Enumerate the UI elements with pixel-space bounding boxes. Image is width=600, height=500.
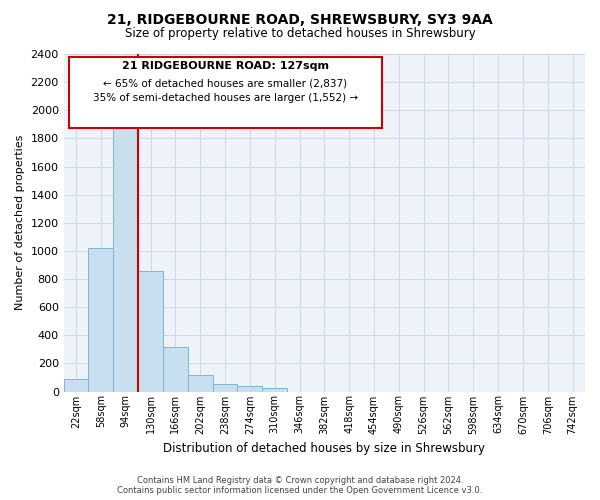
- Text: Contains HM Land Registry data © Crown copyright and database right 2024.
Contai: Contains HM Land Registry data © Crown c…: [118, 476, 482, 495]
- Bar: [163, 346, 188, 392]
- Text: Size of property relative to detached houses in Shrewsbury: Size of property relative to detached ho…: [125, 28, 475, 40]
- Bar: [188, 376, 212, 392]
- Bar: [64, 379, 88, 392]
- Bar: [212, 384, 238, 392]
- Text: 21 RIDGEBOURNE ROAD: 127sqm: 21 RIDGEBOURNE ROAD: 127sqm: [122, 62, 329, 72]
- Text: 21, RIDGEBOURNE ROAD, SHREWSBURY, SY3 9AA: 21, RIDGEBOURNE ROAD, SHREWSBURY, SY3 9A…: [107, 12, 493, 26]
- X-axis label: Distribution of detached houses by size in Shrewsbury: Distribution of detached houses by size …: [163, 442, 485, 455]
- Text: 35% of semi-detached houses are larger (1,552) →: 35% of semi-detached houses are larger (…: [93, 94, 358, 104]
- Text: ← 65% of detached houses are smaller (2,837): ← 65% of detached houses are smaller (2,…: [103, 78, 347, 88]
- Bar: [262, 388, 287, 392]
- Bar: [138, 270, 163, 392]
- Bar: [238, 386, 262, 392]
- Y-axis label: Number of detached properties: Number of detached properties: [15, 135, 25, 310]
- Bar: [113, 126, 138, 392]
- Bar: [88, 248, 113, 392]
